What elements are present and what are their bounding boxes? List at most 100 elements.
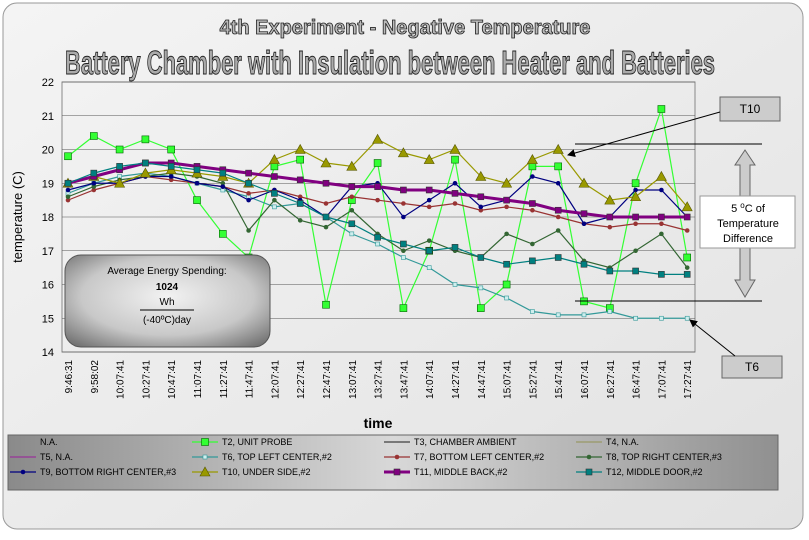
marker (449, 143, 461, 154)
marker (554, 162, 563, 171)
marker (451, 190, 459, 197)
marker (167, 145, 175, 154)
marker (401, 214, 406, 220)
x-tick-label: 12:47:41 (322, 360, 333, 399)
marker (451, 244, 459, 251)
marker (607, 224, 613, 230)
marker (606, 267, 614, 275)
marker (659, 315, 664, 321)
marker (503, 196, 510, 204)
x-tick-label: 12:07:41 (270, 360, 281, 399)
marker (91, 180, 97, 186)
marker (296, 155, 305, 164)
y-tick-label: 15 (42, 313, 54, 325)
marker (201, 438, 209, 446)
marker (501, 177, 513, 188)
marker (401, 248, 406, 254)
marker (633, 248, 638, 254)
marker (452, 201, 458, 206)
marker (555, 312, 561, 318)
marker (167, 163, 175, 170)
marker (632, 213, 639, 221)
marker (554, 206, 562, 214)
marker (658, 271, 665, 278)
marker (658, 213, 665, 221)
marker (346, 160, 358, 171)
marker (554, 254, 562, 261)
marker (555, 228, 561, 233)
marker (504, 204, 509, 210)
legend-label: T8, TOP RIGHT CENTER,#3 (606, 452, 722, 462)
marker (65, 194, 71, 200)
y-tick-label: 21 (42, 111, 54, 123)
marker (271, 190, 278, 197)
callout-text: T6 (745, 360, 759, 374)
marker (659, 187, 664, 193)
x-tick-label: 9:46:31 (64, 360, 75, 394)
marker (452, 180, 458, 186)
x-tick-label: 16:47:41 (632, 360, 643, 399)
marker (246, 191, 251, 196)
marker (581, 312, 587, 318)
marker (20, 469, 26, 475)
x-tick-label: 9:58:02 (90, 360, 101, 394)
legend-label: T3, CHAMBER AMBIENT (414, 437, 517, 447)
legend-label: N.A. (40, 437, 58, 447)
marker (578, 177, 590, 188)
marker (555, 214, 561, 220)
legend-label: T12, MIDDLE DOOR,#2 (606, 467, 703, 477)
energy-text: Wh (160, 297, 175, 308)
marker (272, 197, 277, 203)
marker (202, 454, 208, 460)
marker (478, 204, 484, 210)
marker (529, 257, 536, 265)
marker (219, 230, 227, 238)
marker (349, 194, 355, 200)
plot (62, 105, 693, 321)
marker (323, 201, 329, 206)
x-tick-label: 16:27:41 (606, 360, 617, 399)
marker (322, 300, 330, 309)
marker (139, 167, 151, 178)
y-axis-label: temperature (C) (10, 171, 25, 263)
x-tick-label: 12:27:41 (296, 360, 307, 399)
marker (580, 210, 588, 217)
x-tick-label: 17:07:41 (657, 360, 668, 399)
marker (477, 254, 485, 261)
y-tick-label: 20 (42, 145, 54, 157)
marker (245, 179, 252, 187)
marker (349, 207, 355, 213)
marker (529, 200, 536, 207)
marker (530, 207, 535, 213)
marker (478, 285, 484, 291)
x-tick-label: 11:27:41 (219, 360, 230, 399)
marker (681, 201, 693, 212)
marker (400, 240, 407, 248)
legend-label: T2, UNIT PROBE (222, 437, 292, 447)
marker (530, 174, 535, 179)
marker (555, 180, 561, 186)
legend-label: T5, N.A. (40, 452, 73, 462)
marker (585, 468, 593, 476)
marker (297, 218, 303, 223)
marker (502, 280, 511, 289)
marker (655, 170, 667, 181)
marker (375, 241, 380, 247)
marker (296, 176, 304, 184)
energy-text: (-40ºC)day (143, 315, 191, 326)
marker (90, 132, 98, 140)
marker (246, 197, 251, 203)
x-tick-label: 15:07:41 (503, 360, 514, 399)
marker (401, 201, 406, 206)
marker (633, 315, 638, 321)
x-tick-label: 15:27:41 (528, 360, 539, 399)
marker (580, 260, 588, 268)
grid: 14 15 16 17 18 19 20 21 22 9:46:31 9:58:02 10:07:41… (42, 77, 696, 399)
marker (657, 105, 666, 113)
marker (194, 180, 200, 186)
x-tick-label: 11:47:41 (245, 360, 256, 399)
marker (684, 315, 690, 321)
marker (393, 468, 401, 476)
marker (452, 282, 458, 287)
marker (245, 169, 252, 177)
